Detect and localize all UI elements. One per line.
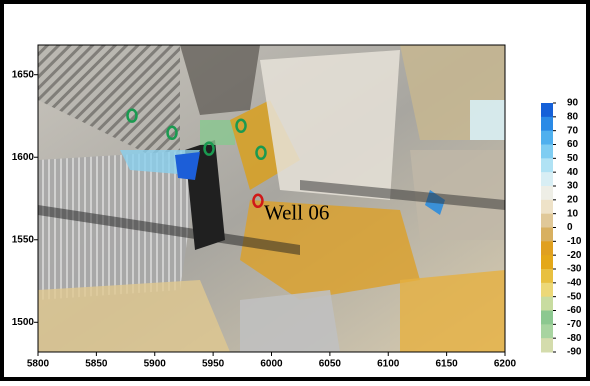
colorbar-segment — [541, 228, 553, 242]
colorbar-label: 50 — [567, 153, 579, 164]
x-tick-label: 6000 — [260, 359, 283, 370]
well-label: Well 06 — [264, 201, 329, 225]
colorbar-label: -40 — [567, 277, 582, 288]
colorbar-label: 70 — [567, 125, 579, 136]
colorbar-segment — [541, 255, 553, 269]
colorbar-segment — [541, 241, 553, 255]
colorbar-segment — [541, 117, 553, 131]
colorbar-segment — [541, 145, 553, 159]
colorbar-label: 90 — [567, 98, 579, 109]
colorbar-segment — [541, 172, 553, 186]
colorbar-segment — [541, 103, 553, 117]
colorbar-label: 60 — [567, 139, 579, 150]
x-tick-label: 6200 — [494, 359, 517, 370]
x-tick-label: 5800 — [27, 359, 50, 370]
colorbar-segment — [541, 283, 553, 297]
colorbar-segment — [541, 269, 553, 283]
y-tick-label: 1500 — [12, 317, 35, 328]
colorbar-segment — [541, 131, 553, 145]
page: 5800585059005950600060506100615062001500… — [0, 0, 590, 386]
colorbar-label: -30 — [567, 264, 582, 275]
y-tick-label: 1650 — [12, 69, 35, 80]
x-tick-label: 5850 — [85, 359, 108, 370]
colorbar-segment — [541, 297, 553, 311]
x-tick-label: 6100 — [377, 359, 400, 370]
colorbar-label: -80 — [567, 333, 582, 344]
colorbar-label: 80 — [567, 111, 579, 122]
colorbar-segment — [541, 214, 553, 228]
colorbar-label: 40 — [567, 167, 579, 178]
y-tick-label: 1550 — [12, 234, 35, 245]
colorbar-label: 10 — [567, 208, 579, 219]
colorbar-label: -10 — [567, 236, 582, 247]
colorbar-segment — [541, 200, 553, 214]
x-tick-label: 5950 — [202, 359, 225, 370]
relief-image — [38, 45, 505, 352]
colorbar-segment — [541, 338, 553, 352]
x-tick-label: 6050 — [319, 359, 342, 370]
colorbar-segment — [541, 158, 553, 172]
colorbar-segment — [541, 311, 553, 325]
colorbar-label: -20 — [567, 250, 582, 261]
x-tick-label: 6150 — [436, 359, 459, 370]
map-figure: 5800585059005950600060506100615062001500… — [0, 0, 590, 381]
colorbar-label: 30 — [567, 181, 579, 192]
colorbar-label: 0 — [567, 222, 573, 233]
colorbar-label: -70 — [567, 319, 582, 330]
colorbar-segment — [541, 186, 553, 200]
colorbar-label: -90 — [567, 347, 582, 358]
y-tick-label: 1600 — [12, 152, 35, 163]
colorbar-segment — [541, 324, 553, 338]
x-tick-label: 5900 — [144, 359, 167, 370]
colorbar-label: -50 — [567, 291, 582, 302]
colorbar-label: -60 — [567, 305, 582, 316]
colorbar-label: 20 — [567, 194, 579, 205]
